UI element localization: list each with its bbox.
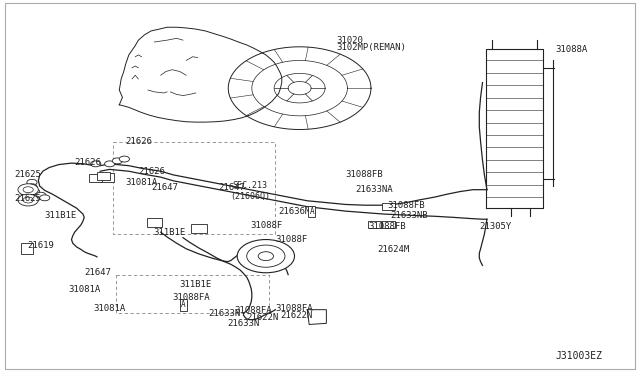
Text: 21622N: 21622N <box>280 311 313 320</box>
Text: 3102MP(REMAN): 3102MP(REMAN) <box>336 43 406 52</box>
Text: 21622N: 21622N <box>246 313 279 322</box>
Text: 31088FA: 31088FA <box>234 306 271 315</box>
Text: 21633N: 21633N <box>228 319 260 328</box>
Text: 31088FA: 31088FA <box>172 293 210 302</box>
Circle shape <box>23 197 33 203</box>
Text: 21647: 21647 <box>151 183 178 192</box>
Circle shape <box>18 184 38 196</box>
Text: 21647: 21647 <box>84 268 111 277</box>
Text: A: A <box>309 207 314 217</box>
Circle shape <box>18 194 38 206</box>
Text: 21633NB: 21633NB <box>390 211 428 220</box>
Text: 21625: 21625 <box>14 195 41 203</box>
Text: 31088FB: 31088FB <box>346 170 383 179</box>
Text: 21626: 21626 <box>75 157 102 167</box>
Bar <box>97 172 109 180</box>
Text: 311B1E: 311B1E <box>180 280 212 289</box>
Circle shape <box>104 161 115 167</box>
Text: A: A <box>181 300 186 310</box>
Circle shape <box>91 161 100 167</box>
Bar <box>191 224 207 233</box>
Text: 21619: 21619 <box>27 241 54 250</box>
Circle shape <box>40 195 50 201</box>
Bar <box>147 218 162 227</box>
Text: 21633NA: 21633NA <box>355 185 393 194</box>
Text: 21625: 21625 <box>14 170 41 179</box>
Bar <box>90 174 102 182</box>
Text: 21636M: 21636M <box>278 207 311 217</box>
Circle shape <box>258 252 273 260</box>
Text: 31088FA: 31088FA <box>275 304 313 313</box>
Bar <box>383 221 395 228</box>
Text: 31081A: 31081A <box>125 178 158 187</box>
Circle shape <box>29 189 40 195</box>
Text: 21626: 21626 <box>138 167 165 176</box>
Bar <box>20 243 33 254</box>
Text: 31088FB: 31088FB <box>369 222 406 231</box>
Text: SEC.213
(21606Q): SEC.213 (21606Q) <box>230 181 270 201</box>
Bar <box>383 203 395 210</box>
Text: 21305Y: 21305Y <box>479 222 511 231</box>
Circle shape <box>27 179 37 185</box>
Text: 31088F: 31088F <box>250 221 282 230</box>
Circle shape <box>36 192 46 198</box>
Text: 31081A: 31081A <box>68 285 100 294</box>
Text: 31088A: 31088A <box>556 45 588 54</box>
Text: 311B1E: 311B1E <box>153 228 186 237</box>
Circle shape <box>27 184 37 190</box>
Text: 31088F: 31088F <box>275 235 308 244</box>
Bar <box>99 173 114 182</box>
Text: 21647: 21647 <box>218 183 245 192</box>
Bar <box>368 221 381 228</box>
Text: 31088FB: 31088FB <box>387 201 424 210</box>
Text: 311B1E: 311B1E <box>45 211 77 220</box>
Circle shape <box>237 240 294 273</box>
Text: 31020: 31020 <box>336 36 363 45</box>
Text: 21633N: 21633N <box>209 309 241 318</box>
Text: J31003EZ: J31003EZ <box>556 351 603 361</box>
Circle shape <box>119 156 129 162</box>
Text: 21626: 21626 <box>125 137 152 146</box>
Text: 31081A: 31081A <box>94 304 126 313</box>
Circle shape <box>23 187 33 193</box>
Circle shape <box>112 158 122 164</box>
Text: 21624M: 21624M <box>378 245 410 254</box>
Circle shape <box>246 245 285 267</box>
